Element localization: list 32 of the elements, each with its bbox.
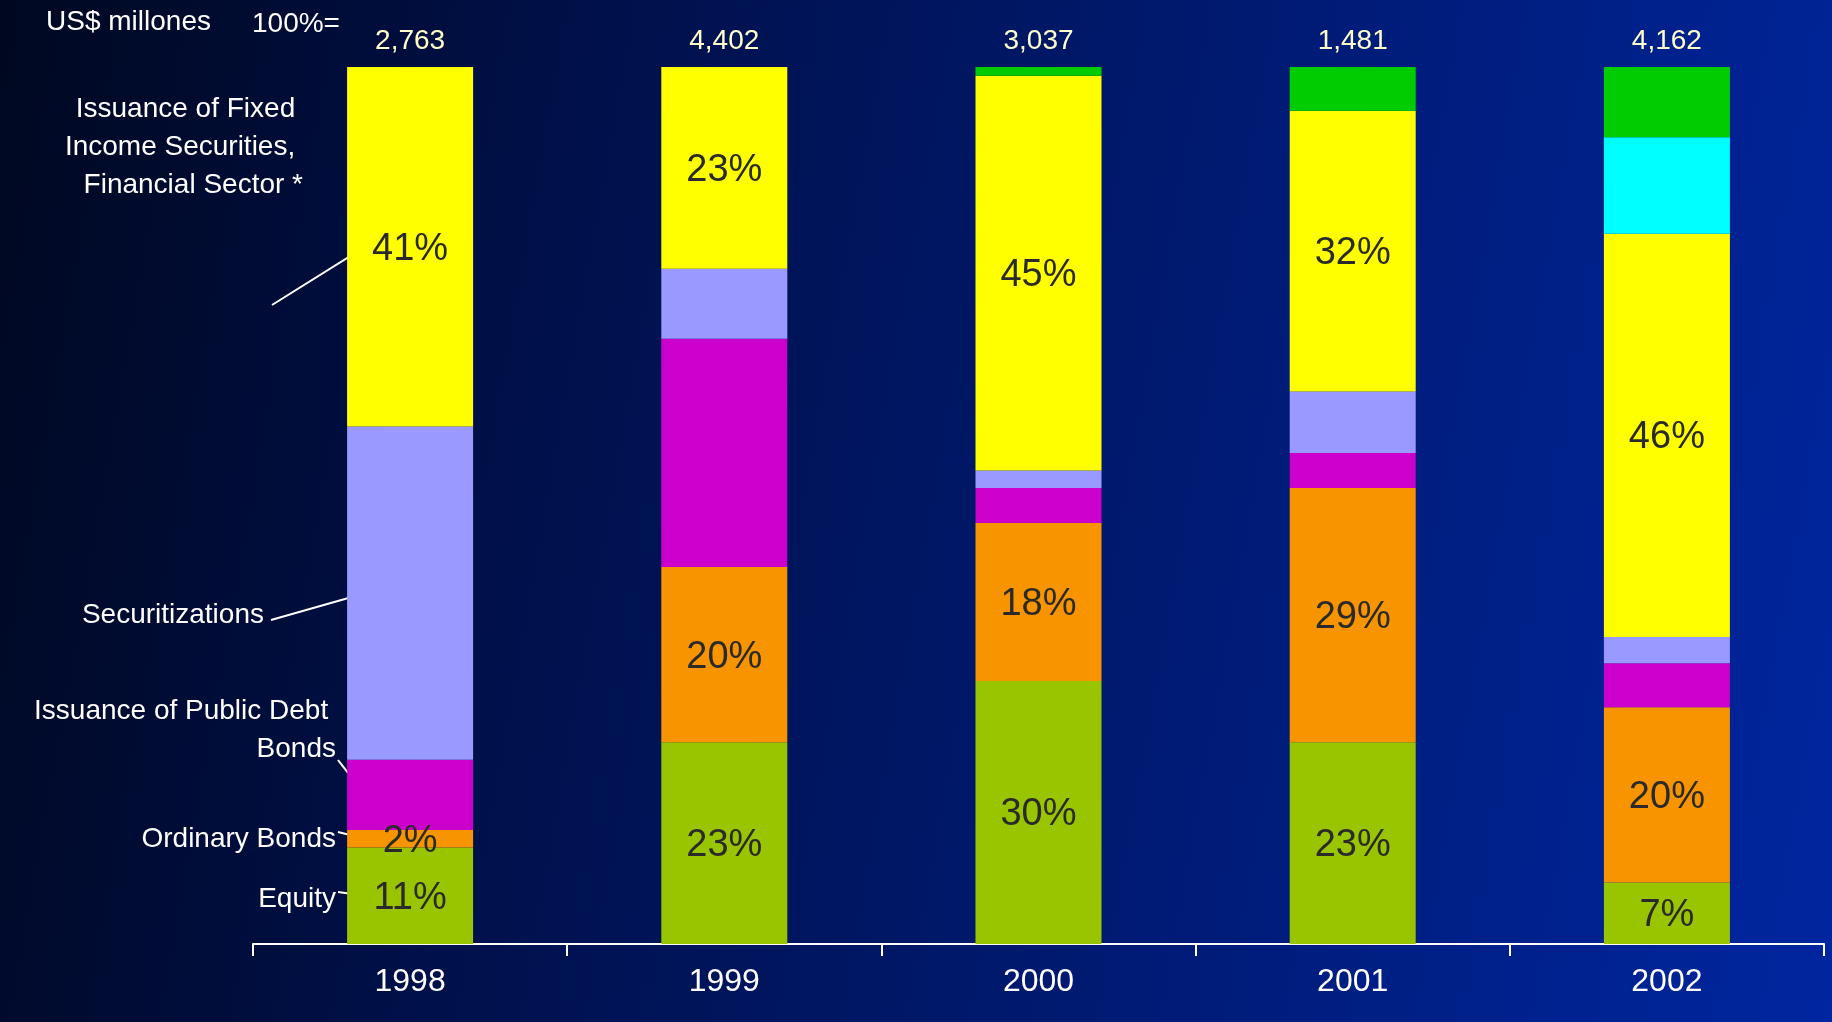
y-axis-title: US$ millones [46,4,211,36]
annotation: 4,402 [689,23,760,55]
x-tick-label: 2001 [1317,962,1389,998]
data-label: 23% [686,146,763,189]
x-tick-label: 1999 [688,962,760,998]
annotation: 1,481 [1317,23,1388,55]
data-label: 11% [373,874,447,917]
data-label: 23% [686,822,763,865]
data-label: 20% [686,633,763,676]
data-label: 18% [1000,580,1077,623]
annotation: 3,037 [1003,23,1074,55]
series-label: Issuance of Fixed Income Securities, Financial Sector * [64,91,304,199]
series-label: Ordinary Bonds [141,821,336,853]
series-label: Equity [258,881,336,913]
annotation: 2,763 [375,23,446,55]
data-label: 45% [1000,252,1077,295]
data-label: 30% [1000,791,1077,834]
data-label: 20% [1628,773,1705,816]
data-label: 2% [382,817,438,860]
data-label: 46% [1628,414,1705,457]
series-label: Issuance of Public Debt Bonds [34,693,336,763]
annotation: 4,162 [1631,23,1702,55]
x-tick-label: 2002 [1631,962,1703,998]
text: 100%= [252,6,340,38]
data-label: 32% [1314,230,1391,273]
data-label: 7% [1639,892,1695,935]
x-tick-label: 1998 [374,962,446,998]
data-label: 29% [1314,594,1391,637]
data-label: 23% [1314,822,1391,865]
data-label: 41% [372,225,449,268]
x-tick-label: 2000 [1002,962,1075,998]
text: Securitizations [81,597,264,629]
